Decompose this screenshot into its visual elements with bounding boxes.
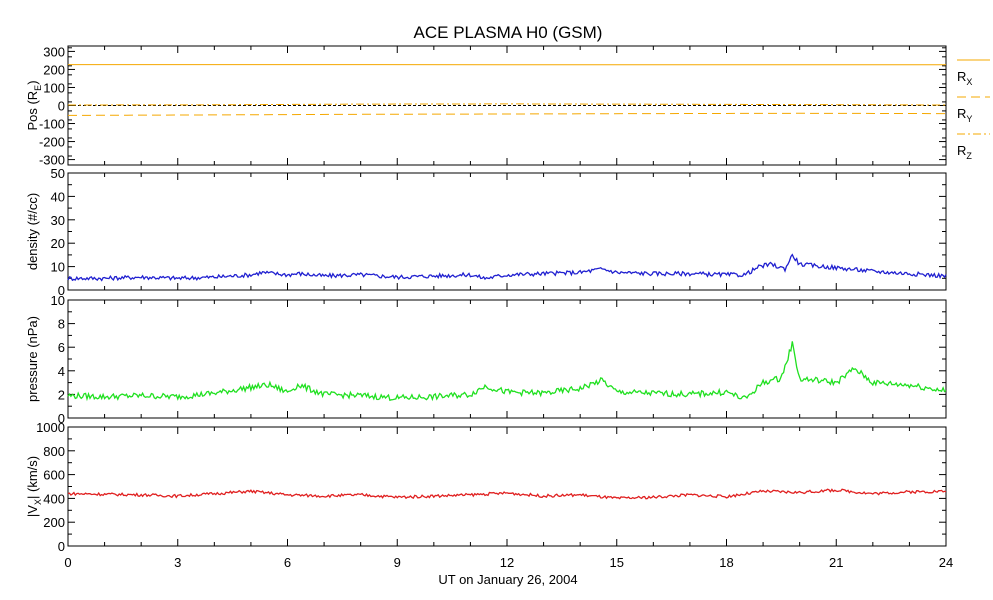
legend-entry-z: RZ [957,133,990,161]
y-tick-label: -100 [39,117,65,132]
y-tick-label: 0 [58,539,65,554]
y-axis-label: pressure (nPa) [25,316,40,402]
y-tick-label: 300 [43,44,65,59]
y-axis-label: |VX| (km/s) [25,456,43,517]
y-tick-label: 200 [43,62,65,77]
y-tick-label: 10 [51,260,65,275]
y-tick-label: 100 [43,80,65,95]
y-tick-label: -200 [39,135,65,150]
y-tick-label: 40 [51,189,65,204]
legend-entry-y: RY [957,96,990,124]
y-tick-label: 4 [58,364,65,379]
y-tick-label: 8 [58,317,65,332]
series-line-position-z [67,103,947,106]
panel-pressure: 10 8 6 4 2 0 pressure (nPa) [25,293,947,426]
legend-entry-x: RX [957,59,990,87]
y-tick-label: 10 [51,293,65,308]
x-tick-label: 21 [829,555,843,570]
panel-frame [67,172,947,291]
y-tick-label: 200 [43,515,65,530]
x-tick-label: 24 [939,555,953,570]
y-tick-label: 0 [58,99,65,114]
series-line-density [67,253,947,282]
series-line-velocity [67,488,947,500]
y-tick-label: 1000 [36,420,65,435]
x-tick-label: 6 [284,555,291,570]
y-tick-label: 6 [58,340,65,355]
legend-label: RZ [957,143,972,161]
y-tick-label: 20 [51,236,65,251]
position-legend: RX RY RZ [957,59,990,161]
y-tick-label: 2 [58,387,65,402]
y-tick-label: -300 [39,153,65,168]
y-tick-label: 800 [43,444,65,459]
y-tick-label: 50 [51,166,65,181]
chart-title: ACE PLASMA H0 (GSM) [414,23,603,42]
series-line-pressure [67,341,947,402]
legend-label: RY [957,106,972,124]
x-tick-label: 15 [610,555,624,570]
x-axis-label: UT on January 26, 2004 [438,572,577,587]
y-tick-label: 30 [51,213,65,228]
y-tick-label: 0 [58,283,65,298]
y-axis-label: density (#/cc) [25,193,40,270]
y-tick-label: 400 [43,491,65,506]
series-line-position-y [67,112,947,116]
y-tick-label: 0 [58,411,65,426]
panel-density: 50 40 30 20 10 0 density (#/cc) [25,166,947,298]
panel-frame [67,426,947,547]
legend-label: RX [957,69,972,87]
y-tick-label: 600 [43,468,65,483]
panel-frame [67,299,947,419]
x-tick-label: 18 [719,555,733,570]
x-tick-label: 9 [394,555,401,570]
x-tick-label: 12 [500,555,514,570]
panel-position: 300 200 100 0 -100 -200 -300 Pos (RE) [25,44,947,168]
y-axis-label: Pos (RE) [25,80,43,130]
x-tick-label: 0 [64,555,71,570]
panel-velocity: 1000 800 600 400 200 0 |VX| (km/s) 0 3 6 9 12 15 18 21… [25,420,953,570]
x-tick-label: 3 [174,555,181,570]
